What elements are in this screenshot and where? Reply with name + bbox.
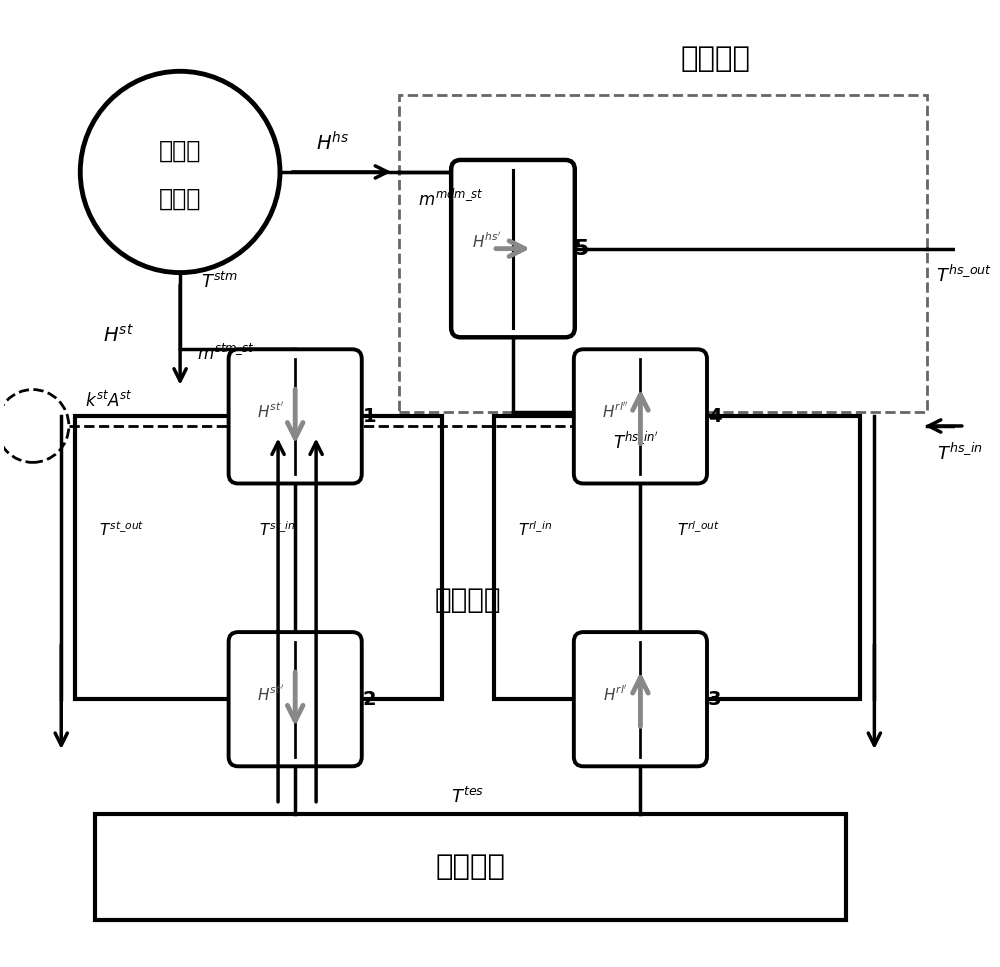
Text: $T^{st\_in}$: $T^{st\_in}$ <box>259 520 295 539</box>
Bar <box>399 95 927 412</box>
Text: 1: 1 <box>363 407 376 425</box>
Text: $H^{rl''}$: $H^{rl''}$ <box>602 402 629 422</box>
FancyBboxPatch shape <box>229 349 362 484</box>
Text: 4: 4 <box>708 407 722 425</box>
Text: $H^{st'}$: $H^{st'}$ <box>257 685 284 704</box>
FancyBboxPatch shape <box>574 632 707 766</box>
Text: 2: 2 <box>363 689 376 709</box>
Text: $T^{hs\_out}$: $T^{hs\_out}$ <box>936 265 992 286</box>
Circle shape <box>80 72 280 273</box>
Text: $T^{hs\_in'}$: $T^{hs\_in'}$ <box>613 431 659 453</box>
Text: 导热介质: 导热介质 <box>435 586 501 614</box>
Bar <box>95 814 846 920</box>
Text: $m^{mdm\_st}$: $m^{mdm\_st}$ <box>418 189 484 210</box>
Bar <box>494 417 860 699</box>
Text: 热电联: 热电联 <box>159 139 201 162</box>
Text: 5: 5 <box>574 239 589 258</box>
FancyBboxPatch shape <box>229 632 362 766</box>
Text: $m^{stm\_st}$: $m^{stm\_st}$ <box>197 344 255 365</box>
Text: $H^{rl'}$: $H^{rl'}$ <box>603 685 628 704</box>
FancyBboxPatch shape <box>451 160 575 337</box>
Text: $T^{st\_out}$: $T^{st\_out}$ <box>99 520 145 539</box>
Text: 产机组: 产机组 <box>159 187 201 211</box>
Text: $T^{rl\_out}$: $T^{rl\_out}$ <box>677 520 720 539</box>
Text: $T^{tes}$: $T^{tes}$ <box>451 787 484 807</box>
Text: $H^{st'}$: $H^{st'}$ <box>257 402 284 422</box>
Bar <box>75 417 442 699</box>
Text: $H^{hs}$: $H^{hs}$ <box>316 132 349 155</box>
Text: $T^{hs\_in}$: $T^{hs\_in}$ <box>937 442 983 463</box>
Text: $T^{stm}$: $T^{stm}$ <box>201 272 238 292</box>
FancyBboxPatch shape <box>574 349 707 484</box>
Text: $T^{rl\_in}$: $T^{rl\_in}$ <box>518 520 552 539</box>
Text: 一次热站: 一次热站 <box>681 44 751 73</box>
Text: $H^{st}$: $H^{st}$ <box>103 324 134 346</box>
Text: 3: 3 <box>708 689 721 709</box>
Text: $k^{st}A^{st}$: $k^{st}A^{st}$ <box>85 391 133 411</box>
Text: $H^{hs'}$: $H^{hs'}$ <box>472 231 502 250</box>
Text: 储热装置: 储热装置 <box>435 853 505 881</box>
